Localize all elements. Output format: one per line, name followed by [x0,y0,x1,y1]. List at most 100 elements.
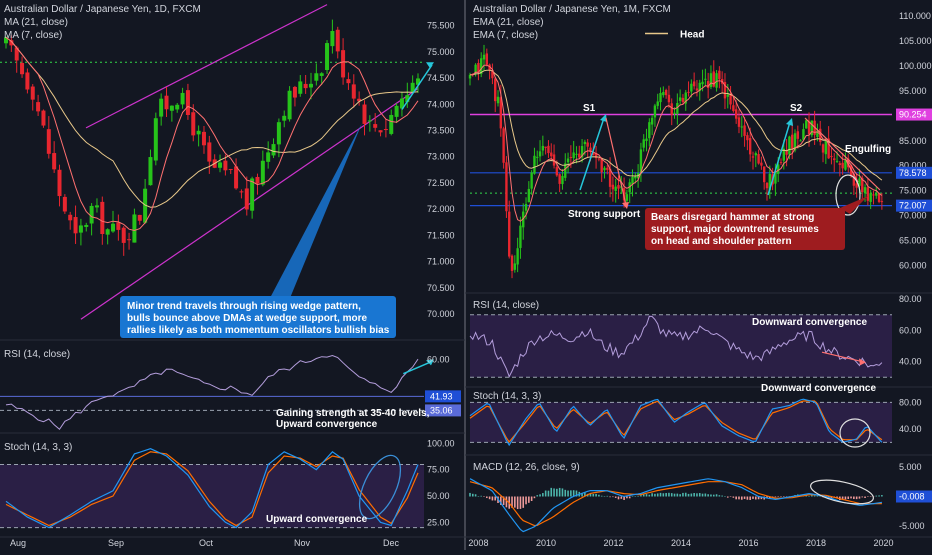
right-indicator-ema7: EMA (7, close) [473,30,538,41]
left-y-tick-label: 74.500 [427,73,455,83]
head-label: Head [680,29,704,40]
right-candle [670,103,673,115]
right-macd-histogram-bar [648,494,651,497]
right-macd-histogram-bar [861,496,864,498]
left-candle [46,129,51,154]
right-macd-histogram-bar [589,493,592,497]
left-candle [148,157,153,186]
right-macd-histogram-bar [816,495,819,497]
left-candle [201,131,206,146]
left-y-tick-label: 70.000 [427,309,455,319]
right-macd-histogram-bar [682,492,684,497]
right-macd-histogram-bar [718,495,721,497]
right-candle [695,88,699,91]
right-macd-histogram-bar [659,492,662,497]
right-candle [737,117,741,127]
right-macd-histogram-bar [486,496,488,499]
left-candle [62,196,67,212]
right-x-tick-label: 2014 [671,538,691,548]
right-macd-histogram-bar [878,495,880,497]
right-candle [824,140,828,155]
right-macd-histogram-bar [841,496,844,499]
left-candle [346,79,351,84]
left-candle [191,112,196,136]
right-candle [748,138,752,155]
right-macd-histogram-bar [729,496,732,497]
right-candle [712,71,715,87]
right-candle [648,122,651,139]
left-candle [255,176,260,184]
left-annotation-line: rallies likely as both momentum oscillat… [127,325,390,336]
right-candle [662,91,665,96]
right-macd-ellipse [810,479,874,505]
right-macd-histogram-bar [519,496,522,509]
left-candle [373,124,378,128]
right-macd-histogram-bar [522,496,525,508]
left-candle [389,114,394,134]
right-macd-histogram-bar [533,496,536,499]
left-candle [250,178,255,211]
left-candle [314,73,319,81]
left-candle [357,98,362,102]
left-ma7-line [5,36,419,232]
s1-up-arrow [579,117,605,191]
right-candle [533,155,536,174]
right-candle [516,248,519,265]
right-y-tick-label: 110.000 [899,11,931,21]
right-macd-histogram-bar [500,496,502,505]
right-macd-histogram-bar [640,495,642,497]
right-candle [547,145,550,154]
right-macd-histogram-bar [847,496,850,500]
left-candle [153,118,158,161]
right-candle [861,177,864,193]
right-macd-histogram-bar [570,490,572,497]
right-macd-histogram-bar [701,493,704,497]
right-macd-histogram-bar [836,496,838,499]
left-candle [41,110,46,126]
right-macd-histogram-bar [785,496,788,497]
right-y-tick-label: 75.000 [899,186,927,196]
right-candle [468,74,472,79]
right-y-tick-label: 105.000 [899,36,932,46]
left-rsi-tick-label: 60.00 [427,354,450,364]
left-candle [207,142,212,162]
left-candle [127,239,132,241]
right-macd-histogram-bar [558,487,561,497]
right-price-badge-text: 90.254 [899,110,927,120]
engulfing-pointer [845,159,859,183]
left-candle [303,83,308,89]
left-candle [57,169,62,197]
right-candle [594,153,598,159]
left-candle [111,223,116,232]
right-candle [777,164,780,174]
s1-down-arrowhead [622,202,629,209]
left-rsi-value-upper: 41.93 [430,391,453,401]
right-candle [841,162,844,169]
right-candle [536,156,539,158]
left-candle [143,188,148,223]
right-candle [608,168,612,187]
left-candle [405,95,410,103]
left-candle [410,82,415,92]
right-candle [866,187,870,201]
left-candle [175,104,180,110]
right-candle [656,101,659,106]
right-candle [664,90,668,96]
right-macd-histogram-bar [480,495,483,497]
right-candle [805,120,808,129]
right-macd-histogram-bar [483,496,485,497]
right-annotation-pointer [840,196,868,214]
right-candle [802,129,805,140]
right-candle [706,81,710,88]
right-x-tick-label: 2020 [874,538,894,548]
right-price-badge [896,108,932,121]
right-macd-histogram-bar [867,496,869,497]
right-candle [690,83,693,92]
right-candle [575,153,578,155]
right-candle [729,93,732,105]
left-candle [239,191,244,193]
right-candle [578,153,581,158]
right-candle [698,82,701,91]
right-macd-histogram-bar [603,496,606,497]
right-candle [765,182,769,189]
